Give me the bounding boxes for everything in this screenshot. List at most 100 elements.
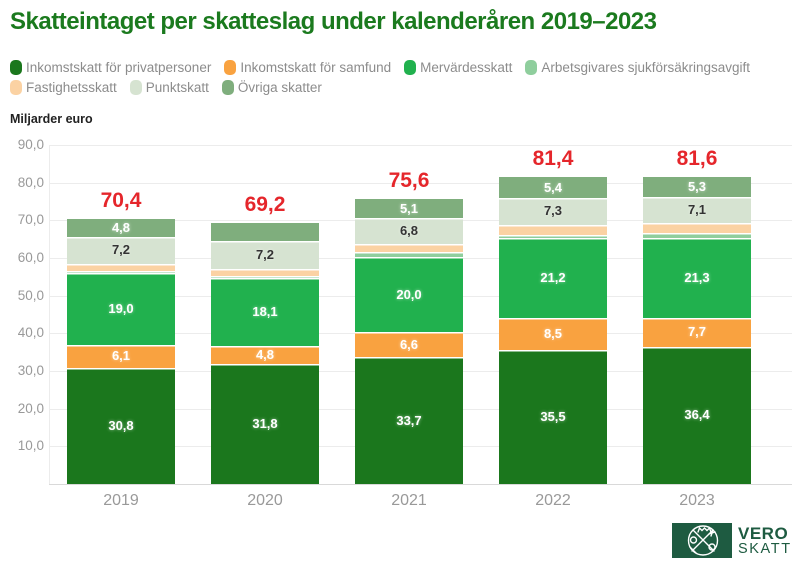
x-axis-label-2019: 2019: [103, 492, 139, 509]
bar-segment-2022-6: 7,3: [499, 197, 607, 226]
legend-label: Inkomstskatt för samfund: [240, 60, 392, 75]
bar-segment-2020-1: 31,8: [211, 364, 319, 484]
bar-total-2023: 81,6: [676, 146, 718, 170]
bar-segment-2021-6: 6,8: [355, 218, 463, 245]
y-axis-tick-label: 70,0: [17, 212, 44, 228]
bar-total-2020: 69,2: [244, 193, 286, 217]
y-axis-tick-label: 50,0: [17, 287, 44, 303]
bar-segment-2020-3: 18,1: [211, 277, 319, 347]
bar-segment-value: 7,7: [687, 324, 707, 340]
bar-segment-2021-2: 6,6: [355, 332, 463, 358]
bar-segment-2023-4: [643, 232, 751, 238]
bar-segment-2021-5: [355, 244, 463, 252]
bar-segment-2022-4: [499, 234, 607, 239]
y-axis-tick-label: 90,0: [17, 137, 44, 152]
legend-swatch-icon: [224, 60, 237, 75]
bar-segment-2019-3: 19,0: [67, 273, 175, 345]
bar-segment-2022-5: [499, 225, 607, 235]
bar-segment-value: 18,1: [252, 304, 278, 320]
legend-label: Övriga skatter: [237, 80, 322, 95]
bar-segment-value: 31,8: [252, 416, 278, 432]
legend-item-2: Inkomstskatt för samfund: [224, 60, 391, 75]
bar-segment-value: 19,0: [108, 301, 134, 317]
legend-item-7: Övriga skatter: [221, 80, 322, 95]
bar-segment-value: 7,3: [543, 203, 563, 219]
x-axis-label-2022: 2022: [535, 492, 571, 509]
bar-segment-2023-3: 21,3: [643, 237, 751, 318]
bar-total-2022: 81,4: [532, 147, 574, 171]
bar-segment-value: 35,5: [540, 409, 566, 425]
legend-item-6: Punktskatt: [129, 80, 209, 95]
bar-segment-value: 21,3: [684, 269, 710, 285]
bar-segment-value: 6,6: [399, 336, 419, 352]
bar-segment-2020-4: [211, 276, 319, 278]
bar-segment-2020-5: [211, 268, 319, 277]
bar-segment-2022-7: 5,4: [499, 177, 607, 198]
y-axis-line: [49, 145, 50, 484]
y-axis-tick-label: 80,0: [17, 174, 44, 190]
bar-segment-value: 7,2: [255, 246, 275, 262]
x-axis-label-2020: 2020: [247, 492, 283, 509]
y-axis-title: Miljarder euro: [10, 112, 93, 126]
bar-segment-value: 7,2: [111, 242, 131, 258]
logo-text-skatt: SKATT: [738, 540, 792, 557]
bar-segment-2019-5: [67, 264, 175, 272]
gridline-90,0: [49, 145, 792, 146]
page-title: Skatteintaget per skatteslag under kalen…: [10, 8, 657, 35]
legend-swatch-icon: [525, 60, 538, 75]
bar-segment-2021-3: 20,0: [355, 256, 463, 333]
bar-segment-2023-6: 7,1: [643, 196, 751, 224]
legend-item-3: Mervärdesskatt: [404, 60, 512, 75]
legend-label: Fastighetsskatt: [26, 80, 117, 95]
vero-skatt-logo: VERO SKATT: [672, 523, 792, 558]
bar-segment-value: 20,0: [396, 286, 422, 302]
bar-segment-value: 33,7: [396, 412, 422, 428]
legend-swatch-icon: [221, 80, 234, 95]
bar-segment-value: 6,1: [111, 348, 131, 364]
x-axis-label-2023: 2023: [679, 492, 715, 509]
bar-segment-2019-7: 4,8: [67, 218, 175, 237]
legend-label: Inkomstskatt för privatpersoner: [26, 60, 212, 75]
y-axis-tick-label: 10,0: [17, 438, 44, 454]
y-axis-tick-label: 20,0: [17, 400, 44, 416]
legend: Inkomstskatt för privatpersoner Inkomstsk…: [10, 60, 790, 95]
bar-segment-value: 5,4: [543, 179, 563, 195]
gridline-80,0: [49, 182, 792, 184]
x-axis-label-2021: 2021: [391, 492, 427, 509]
legend-swatch-icon: [10, 60, 22, 75]
bar-segment-2021-7: 5,1: [355, 199, 463, 219]
bar-total-2021: 75,6: [388, 169, 430, 193]
bar-segment-2023-2: 7,7: [643, 317, 751, 347]
bar-segment-value: 6,8: [399, 223, 419, 239]
bar-segment-2022-1: 35,5: [499, 350, 607, 484]
bar-segment-value: 4,8: [111, 219, 131, 235]
legend-item-1: Inkomstskatt för privatpersoner: [10, 60, 211, 75]
bar-segment-2020-7: [211, 223, 319, 242]
legend-swatch-icon: [404, 60, 417, 75]
logo-wordmark: VERO SKATT: [738, 525, 792, 557]
bar-total-2019: 70,4: [100, 188, 142, 212]
bar-segment-2021-4: [355, 251, 463, 257]
bar-segment-2019-2: 6,1: [67, 345, 175, 368]
bar-segment-2022-3: 21,2: [499, 238, 607, 319]
bar-segment-value: 5,1: [399, 200, 419, 216]
bar-segment-2020-6: 7,2: [211, 241, 319, 269]
bar-segment-2023-5: [643, 223, 751, 233]
y-axis-tick-label: 30,0: [17, 363, 44, 378]
bar-segment-2019-6: 7,2: [67, 236, 175, 265]
vero-emblem-icon: [672, 523, 732, 558]
y-axis-tick-label: 60,0: [17, 250, 44, 265]
legend-label: Mervärdesskatt: [420, 60, 513, 75]
bar-segment-value: 21,2: [540, 270, 566, 286]
bar-segment-value: 8,5: [543, 326, 563, 342]
bar-segment-value: 7,1: [687, 201, 707, 217]
legend-label: Arbetsgivares sjukförsäkringsavgift: [541, 60, 751, 75]
bar-segment-2021-1: 33,7: [355, 357, 463, 484]
bar-segment-2020-2: 4,8: [211, 346, 319, 365]
x-axis-line: [49, 484, 792, 485]
legend-label: Punktskatt: [145, 80, 209, 95]
bar-segment-2023-1: 36,4: [643, 346, 751, 484]
bar-segment-2019-1: 30,8: [67, 367, 175, 484]
